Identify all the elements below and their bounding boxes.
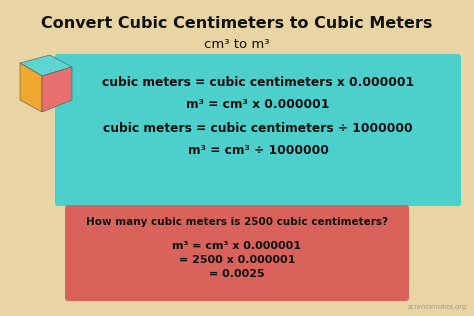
Polygon shape [20, 63, 42, 112]
Text: cubic meters = cubic centimeters ÷ 1000000: cubic meters = cubic centimeters ÷ 10000… [103, 121, 413, 135]
Text: How many cubic meters is 2500 cubic centimeters?: How many cubic meters is 2500 cubic cent… [86, 217, 388, 227]
Text: cubic meters = cubic centimeters x 0.000001: cubic meters = cubic centimeters x 0.000… [102, 76, 414, 88]
FancyBboxPatch shape [65, 205, 409, 301]
Polygon shape [42, 67, 72, 112]
Text: cm³ to m³: cm³ to m³ [204, 38, 270, 51]
Text: m³ = cm³ x 0.000001: m³ = cm³ x 0.000001 [186, 98, 330, 111]
Polygon shape [20, 55, 72, 76]
Text: m³ = cm³ ÷ 1000000: m³ = cm³ ÷ 1000000 [188, 143, 328, 156]
Text: Convert Cubic Centimeters to Cubic Meters: Convert Cubic Centimeters to Cubic Meter… [41, 16, 433, 31]
FancyBboxPatch shape [55, 54, 461, 206]
Text: = 2500 x 0.000001: = 2500 x 0.000001 [179, 255, 295, 265]
Text: = 0.0025: = 0.0025 [209, 269, 265, 279]
Text: m³ = cm³ x 0.000001: m³ = cm³ x 0.000001 [173, 241, 301, 251]
Text: sciencenotes.org: sciencenotes.org [409, 304, 468, 310]
